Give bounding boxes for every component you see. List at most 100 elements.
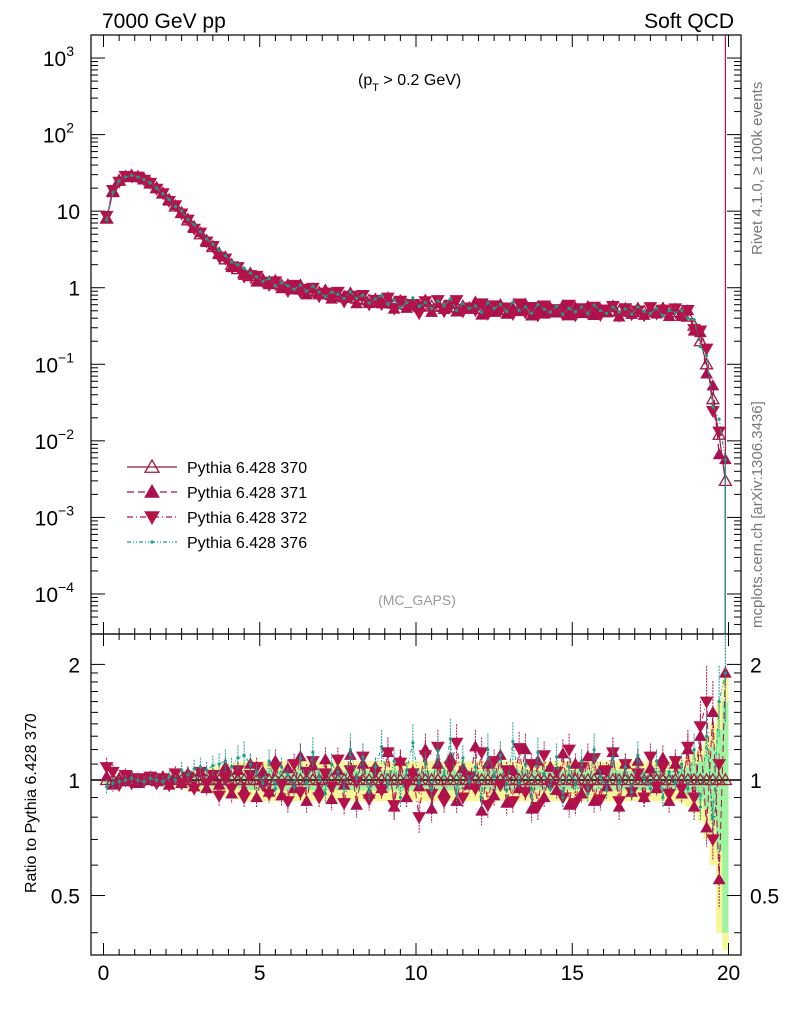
series-marker xyxy=(548,786,552,791)
series-marker xyxy=(248,762,252,766)
series-marker xyxy=(250,791,263,803)
legend-item: Pythia 6.428 370 xyxy=(127,458,307,477)
series-marker xyxy=(292,785,296,789)
series-marker xyxy=(417,781,421,785)
series-marker xyxy=(331,754,345,767)
series-marker xyxy=(555,755,559,759)
series-marker xyxy=(598,308,602,313)
series-marker xyxy=(712,427,727,440)
series-marker xyxy=(399,780,414,793)
series-marker xyxy=(281,796,295,809)
series-marker xyxy=(436,749,440,753)
series-marker xyxy=(167,775,171,779)
series-marker xyxy=(642,309,646,314)
series-marker xyxy=(642,776,646,780)
series-marker xyxy=(274,780,289,793)
series-marker xyxy=(481,308,495,321)
series-marker xyxy=(136,175,140,179)
series-marker xyxy=(437,796,451,809)
series-marker xyxy=(262,279,276,293)
series-marker xyxy=(180,209,184,213)
y-tick-base: 10 xyxy=(35,431,58,454)
series-marker xyxy=(317,290,321,294)
series-marker xyxy=(530,794,534,798)
series-marker xyxy=(193,227,208,240)
series-marker xyxy=(248,271,252,275)
series-marker xyxy=(342,786,346,791)
series-marker xyxy=(667,308,671,313)
series-marker xyxy=(655,306,659,310)
series-marker xyxy=(217,762,221,766)
main-series-group xyxy=(99,35,733,634)
series-marker xyxy=(106,766,120,779)
series-marker xyxy=(531,802,545,815)
series-marker xyxy=(362,299,376,312)
series-marker xyxy=(700,821,713,833)
series-marker xyxy=(467,780,471,784)
series-marker xyxy=(381,292,395,305)
series-marker xyxy=(561,795,565,800)
series-marker xyxy=(286,773,290,777)
series-marker xyxy=(405,301,409,305)
series-marker xyxy=(161,780,165,784)
series-marker xyxy=(217,248,221,252)
series-marker xyxy=(723,457,727,462)
series-marker xyxy=(580,305,584,309)
series-marker xyxy=(417,304,421,309)
series-marker xyxy=(192,223,196,227)
series-marker xyxy=(449,295,464,308)
series-marker xyxy=(537,791,551,803)
series-marker xyxy=(392,298,396,302)
series-marker xyxy=(505,309,509,314)
series-marker xyxy=(687,792,701,805)
series-marker xyxy=(361,293,365,297)
series-marker xyxy=(480,795,484,800)
series-marker xyxy=(136,778,140,782)
series-marker xyxy=(398,306,402,310)
series-marker xyxy=(237,792,251,805)
series-marker xyxy=(617,781,621,785)
series-marker xyxy=(150,540,154,544)
y-tick-base: 10 xyxy=(35,584,58,607)
series-marker xyxy=(681,304,695,317)
plot-title-rest: > 0.2 GeV) xyxy=(379,72,461,89)
ratio-band-outer xyxy=(103,672,729,951)
series-marker xyxy=(323,295,327,299)
series-marker xyxy=(536,303,540,307)
legend-item: Pythia 6.428 371 xyxy=(127,483,307,502)
series-marker xyxy=(312,792,326,805)
series-marker xyxy=(542,307,546,311)
series-marker xyxy=(567,765,571,769)
series-marker xyxy=(468,783,483,796)
series-marker xyxy=(599,765,614,778)
series-marker xyxy=(548,310,552,314)
y-tick-label: 10−3 xyxy=(35,502,75,530)
series-marker xyxy=(206,770,220,783)
series-marker xyxy=(267,759,271,763)
series-marker xyxy=(661,314,665,318)
series-marker xyxy=(662,788,676,801)
series-marker xyxy=(512,298,526,311)
y-tick-base: 1 xyxy=(68,278,80,301)
series-marker xyxy=(612,796,626,809)
y-tick-base: 10 xyxy=(43,48,66,71)
ratio-tick-label-left: 1 xyxy=(68,770,80,793)
series-marker xyxy=(511,300,515,304)
series-marker xyxy=(405,768,409,772)
series-marker xyxy=(456,306,470,319)
y-tick-exp: −2 xyxy=(58,426,74,442)
series-marker xyxy=(705,734,709,738)
series-marker xyxy=(198,230,202,234)
y-tick-exp: 3 xyxy=(66,43,74,59)
series-marker xyxy=(680,308,684,312)
series-marker xyxy=(337,798,351,811)
series-marker xyxy=(323,792,327,796)
series-marker xyxy=(123,778,127,782)
series-marker xyxy=(298,283,302,287)
header-left: 7000 GeV pp xyxy=(102,10,226,33)
series-marker xyxy=(412,308,426,321)
series-marker xyxy=(318,768,333,781)
series-marker xyxy=(223,759,227,763)
series-marker xyxy=(723,671,727,675)
series-marker xyxy=(231,765,245,778)
